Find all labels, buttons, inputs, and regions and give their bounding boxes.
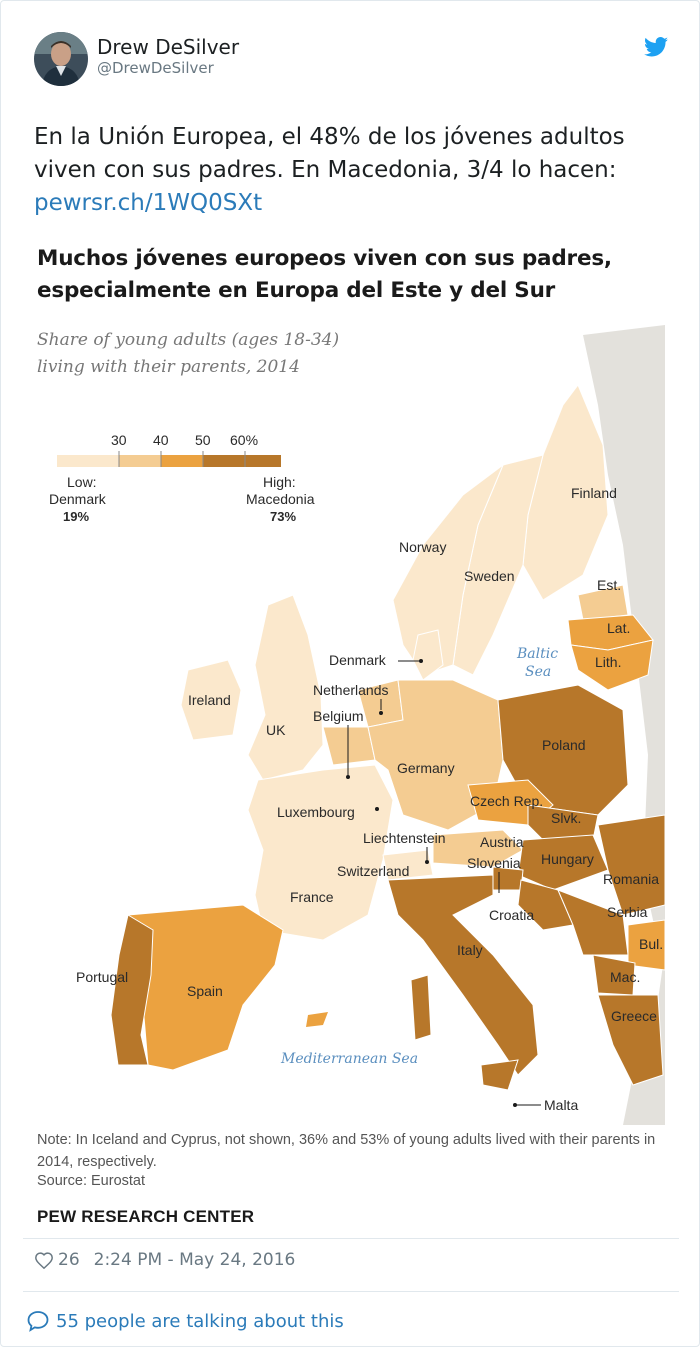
legend-tick-40: 40	[153, 432, 169, 448]
label-bulgaria: Bul.	[639, 936, 663, 952]
island-sardinia	[410, 974, 432, 1041]
label-greece: Greece	[611, 1008, 657, 1024]
divider-bottom	[23, 1291, 679, 1292]
label-ireland: Ireland	[188, 692, 231, 708]
country-ireland	[180, 659, 242, 741]
label-croatia: Croatia	[489, 907, 534, 923]
avatar[interactable]	[34, 32, 88, 86]
island-balearic	[306, 1012, 328, 1027]
twitter-bird-icon[interactable]	[644, 37, 668, 57]
tweet-text-line-1: En la Unión Europea, el 48% de los jóven…	[34, 124, 625, 150]
country-finland	[522, 384, 609, 601]
label-norway: Norway	[399, 539, 446, 555]
legend-swatch-4	[203, 455, 281, 467]
island-sicily	[480, 1059, 519, 1091]
author-handle[interactable]: @DrewDeSilver	[97, 59, 214, 77]
label-macedonia: Mac.	[610, 969, 640, 985]
label-sweden: Sweden	[464, 568, 515, 584]
label-denmark: Denmark	[329, 652, 387, 668]
chart-subtitle-line-2: living with their parents, 2014	[37, 357, 300, 377]
tweet-timestamp[interactable]: 2:24 PM - May 24, 2016	[93, 1250, 296, 1270]
label-liechtenstein: Liechtenstein	[363, 830, 446, 846]
label-belgium: Belgium	[313, 708, 364, 724]
label-romania: Romania	[603, 871, 659, 887]
label-estonia: Est.	[597, 577, 621, 593]
tweet-link[interactable]: pewrsr.ch/1WQ0SXt	[34, 190, 263, 216]
label-latvia: Lat.	[607, 620, 630, 636]
speech-bubble-icon	[27, 1311, 49, 1332]
chart-subtitle-line-1: Share of young adults (ages 18-34)	[37, 330, 339, 350]
country-austria	[432, 829, 524, 868]
label-switzerland: Switzerland	[337, 863, 409, 879]
legend-low-value: 19%	[63, 509, 89, 524]
country-serbia	[557, 889, 629, 956]
legend-tick-30: 30	[111, 432, 127, 448]
label-malta: Malta	[544, 1097, 578, 1113]
label-czech: Czech Rep.	[470, 793, 543, 809]
label-lithuania: Lith.	[595, 654, 621, 670]
label-serbia: Serbia	[607, 904, 648, 920]
legend-tick-50: 50	[195, 432, 211, 448]
country-romania	[597, 814, 665, 916]
label-italy: Italy	[457, 942, 483, 958]
legend-swatch-3	[161, 455, 203, 467]
country-bulgaria	[627, 919, 665, 971]
label-finland: Finland	[571, 485, 617, 501]
country-italy	[387, 874, 539, 1076]
divider-top	[23, 1238, 679, 1239]
legend-high-value: 73%	[270, 509, 296, 524]
legend-high-label: High:	[263, 474, 296, 490]
legend-tick-60: 60%	[230, 432, 258, 448]
country-uk	[247, 594, 324, 781]
chart-title: Muchos jóvenes europeos viven con sus pa…	[37, 243, 657, 307]
label-hungary: Hungary	[541, 851, 594, 867]
country-france	[247, 764, 394, 941]
label-netherlands: Netherlands	[313, 682, 389, 698]
country-portugal	[110, 914, 154, 1066]
country-denmark	[412, 629, 444, 681]
talking-text[interactable]: 55 people are talking about this	[56, 1310, 344, 1332]
chart-source: Source: Eurostat	[37, 1173, 145, 1189]
tweet-text-line-2: viven con sus padres. En Macedonia, 3/4 …	[34, 157, 617, 183]
tweet-image[interactable]: Muchos jóvenes europeos viven con sus pa…	[23, 227, 665, 1237]
tweet-meta: 26 2:24 PM - May 24, 2016	[34, 1247, 295, 1273]
europe-map: Share of young adults (ages 18-34) livin…	[23, 315, 665, 1125]
sea-baltic-line-1: Baltic	[516, 646, 558, 662]
label-spain: Spain	[187, 983, 223, 999]
sea-mediterranean: Mediterranean Sea	[280, 1051, 418, 1067]
legend-high-country: Macedonia	[246, 491, 315, 507]
country-lithuania	[570, 639, 654, 691]
label-uk: UK	[266, 722, 286, 738]
country-switzerland	[382, 849, 434, 881]
legend-swatch-2	[119, 455, 161, 467]
label-portugal: Portugal	[76, 969, 128, 985]
label-luxembourg: Luxembourg	[277, 804, 355, 820]
label-slovakia: Slvk.	[551, 810, 581, 826]
label-slovenia: Slovenia	[467, 855, 521, 871]
author-name[interactable]: Drew DeSilver	[97, 35, 240, 59]
label-poland: Poland	[542, 737, 586, 753]
legend: 30 40 50 60% Low: Denmark 19% High: Mace…	[49, 432, 315, 524]
land-outside	[583, 325, 665, 1125]
tweet-text: En la Unión Europea, el 48% de los jóven…	[34, 121, 684, 220]
label-germany: Germany	[397, 760, 455, 776]
talking-link[interactable]: 55 people are talking about this	[26, 1309, 344, 1333]
country-croatia	[517, 879, 574, 931]
label-austria: Austria	[480, 834, 524, 850]
label-france: France	[290, 889, 334, 905]
chart-title-line-1: Muchos jóvenes europeos viven con sus pa…	[37, 246, 612, 271]
chart-note: Note: In Iceland and Cyprus, not shown, …	[37, 1132, 656, 1170]
chart-credit: PEW RESEARCH CENTER	[37, 1207, 255, 1226]
legend-low-label: Low:	[67, 474, 97, 490]
legend-low-country: Denmark	[49, 491, 107, 507]
country-greece	[597, 994, 664, 1086]
sea-baltic-line-2: Sea	[525, 664, 551, 680]
heart-icon[interactable]	[34, 1251, 54, 1269]
chart-title-line-2: especialmente en Europa del Este y del S…	[37, 278, 556, 303]
avatar-photo	[34, 32, 88, 86]
country-germany	[367, 679, 504, 831]
legend-swatch-1	[57, 455, 119, 467]
like-count[interactable]: 26	[58, 1250, 80, 1270]
